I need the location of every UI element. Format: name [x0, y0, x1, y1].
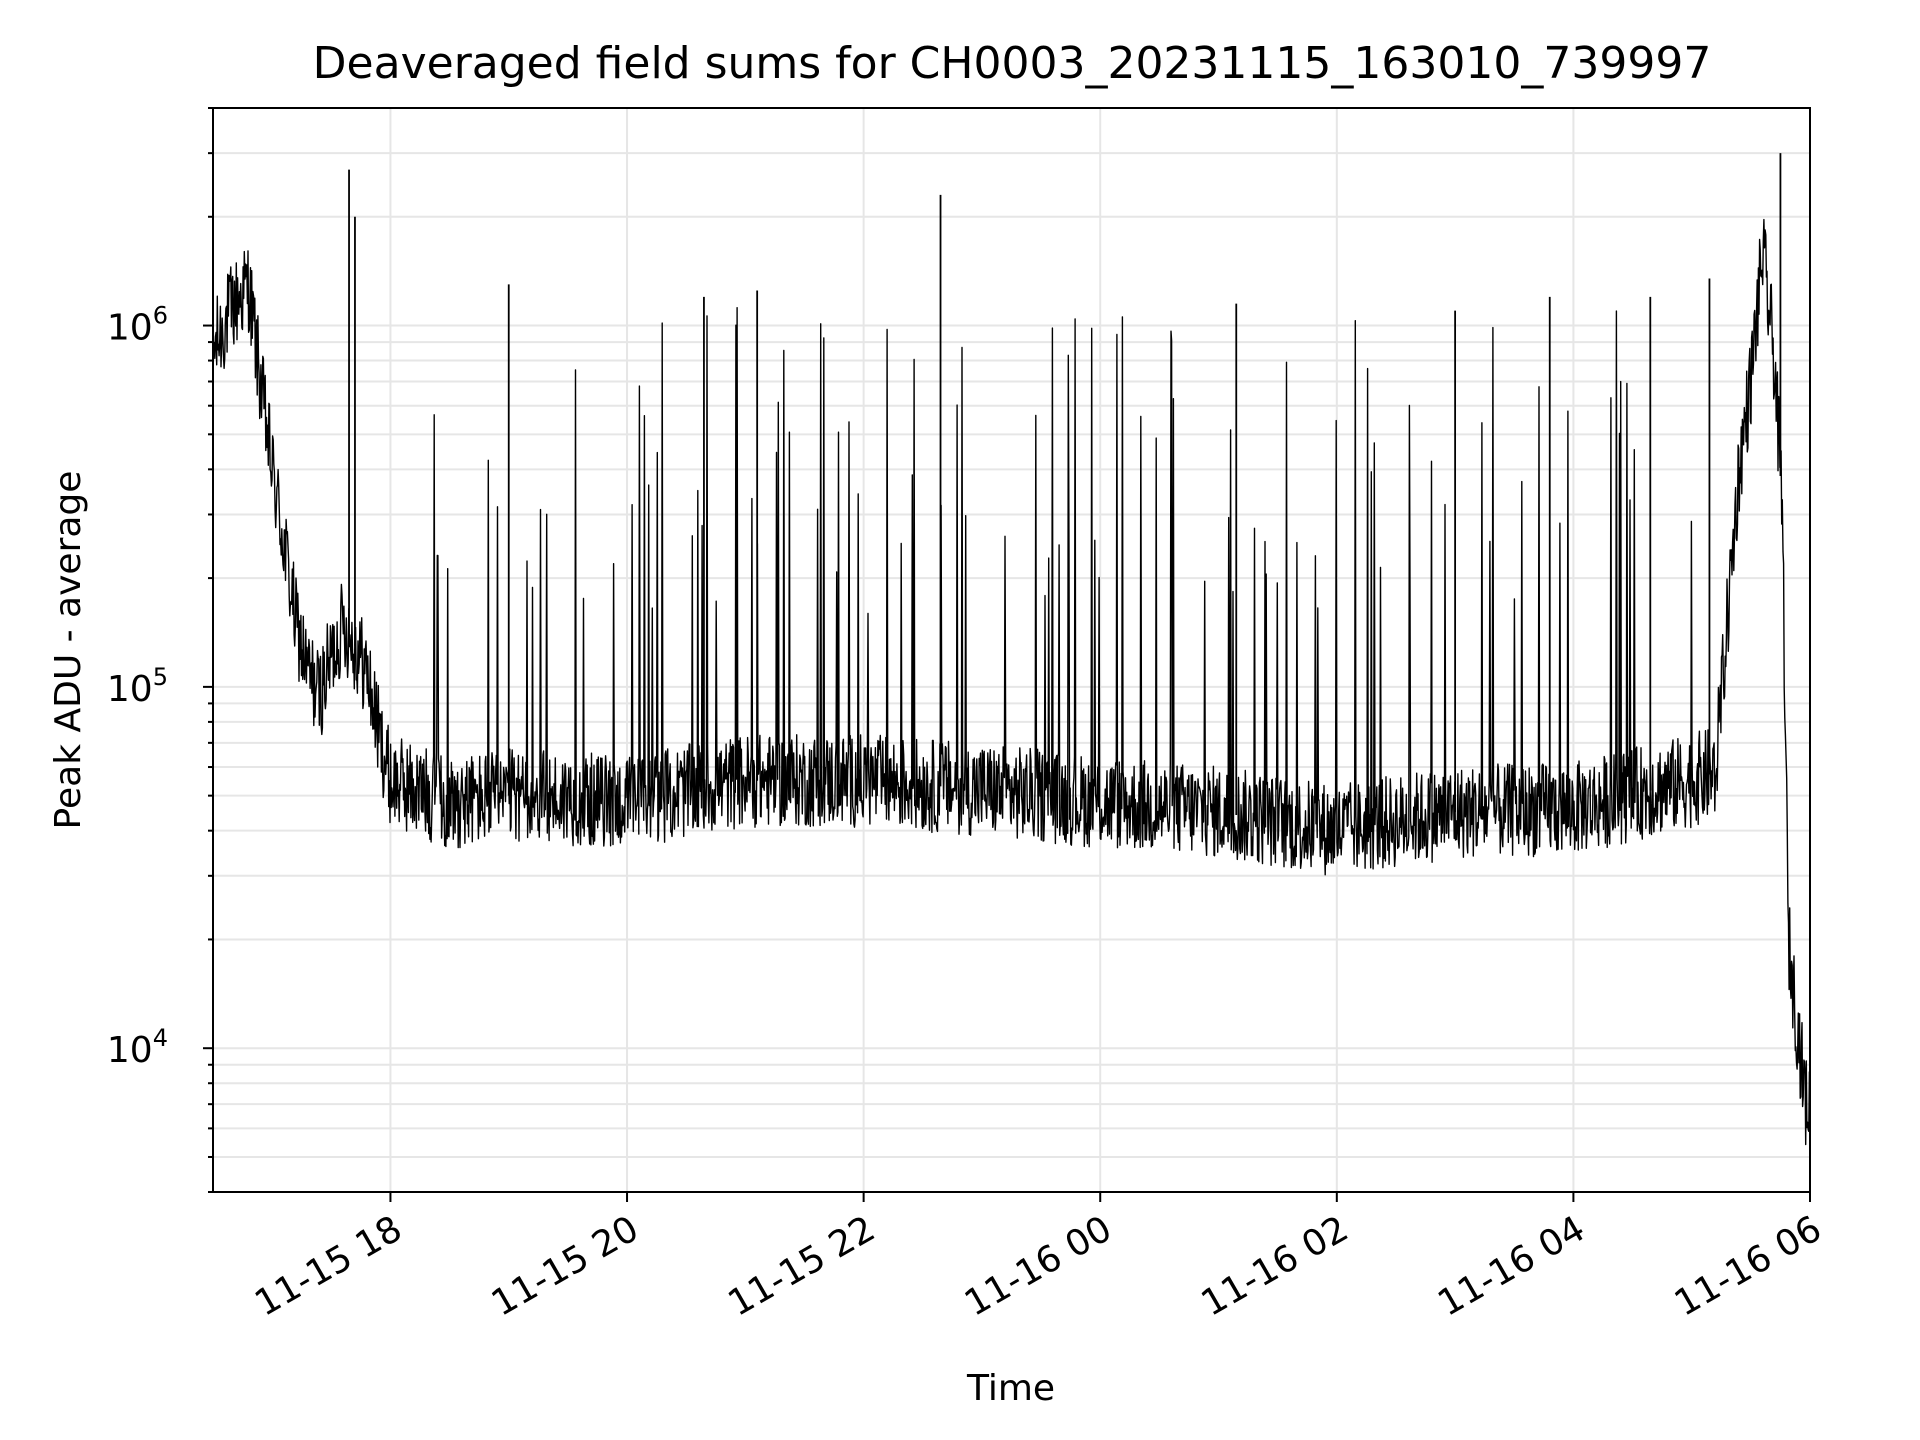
x-axis-label: Time	[966, 1368, 1055, 1409]
chart-title: Deaveraged field sums for CH0003_2023111…	[313, 38, 1712, 89]
x-tick-label: 11-16 02	[1195, 1208, 1356, 1324]
x-tick-label: 11-16 00	[958, 1208, 1119, 1324]
x-tick-label: 11-15 18	[248, 1208, 409, 1324]
y-tick-label: 105	[107, 663, 168, 710]
y-tick-label: 106	[107, 302, 168, 349]
x-tick-label: 11-16 06	[1668, 1208, 1829, 1324]
y-tick-label: 104	[107, 1024, 168, 1071]
data-series	[212, 153, 1811, 1146]
x-tick-label: 11-16 04	[1431, 1208, 1592, 1324]
grid	[213, 107, 1811, 1193]
x-tick-label: 11-15 22	[721, 1208, 882, 1324]
y-axis-label: Peak ADU - average	[48, 471, 89, 830]
x-tick-label: 11-15 20	[485, 1208, 646, 1324]
plot-frame	[212, 107, 1811, 1193]
x-axis: 11-15 18 11-15 20 11-15 22 11-16 00 11-16 02…	[248, 1192, 1829, 1325]
series-line	[212, 218, 1811, 1146]
y-axis: 104 105 106	[107, 107, 213, 1193]
